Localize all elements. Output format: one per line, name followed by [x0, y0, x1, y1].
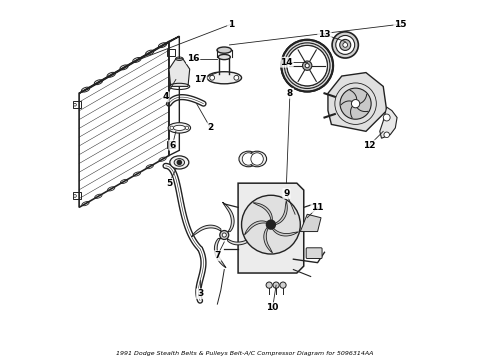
- Polygon shape: [222, 202, 234, 232]
- Circle shape: [251, 153, 263, 165]
- Text: 12: 12: [363, 141, 376, 150]
- Circle shape: [343, 42, 347, 47]
- Polygon shape: [215, 238, 226, 268]
- Circle shape: [302, 61, 312, 70]
- Circle shape: [74, 194, 76, 197]
- Text: 14: 14: [280, 58, 293, 67]
- Text: 7: 7: [214, 251, 220, 260]
- Text: 11: 11: [311, 203, 324, 212]
- Circle shape: [222, 233, 226, 237]
- Ellipse shape: [168, 123, 191, 133]
- Polygon shape: [272, 228, 298, 236]
- Ellipse shape: [218, 54, 230, 60]
- Circle shape: [305, 64, 309, 68]
- Circle shape: [336, 36, 355, 54]
- Circle shape: [170, 126, 173, 130]
- Text: 16: 16: [187, 54, 199, 63]
- Polygon shape: [169, 59, 190, 86]
- Polygon shape: [275, 201, 287, 225]
- Circle shape: [383, 114, 390, 121]
- Text: 10: 10: [267, 303, 279, 312]
- Text: 13: 13: [318, 30, 331, 39]
- Ellipse shape: [217, 47, 231, 53]
- Polygon shape: [192, 225, 221, 237]
- FancyBboxPatch shape: [306, 248, 322, 258]
- Polygon shape: [238, 183, 304, 273]
- Circle shape: [176, 160, 182, 165]
- Ellipse shape: [174, 159, 185, 166]
- Text: 15: 15: [394, 20, 407, 29]
- Ellipse shape: [239, 151, 258, 167]
- Circle shape: [242, 195, 300, 254]
- Ellipse shape: [170, 156, 189, 169]
- Text: 8: 8: [287, 89, 293, 98]
- Text: 17: 17: [194, 75, 206, 84]
- Text: 1: 1: [228, 20, 234, 29]
- Circle shape: [74, 103, 76, 106]
- Circle shape: [266, 220, 276, 230]
- Text: 4: 4: [162, 92, 169, 101]
- Circle shape: [351, 99, 360, 108]
- Text: 3: 3: [197, 289, 203, 298]
- Text: 5: 5: [166, 179, 172, 188]
- Circle shape: [234, 75, 239, 80]
- Text: 2: 2: [207, 123, 214, 132]
- Circle shape: [340, 39, 351, 50]
- Circle shape: [185, 126, 189, 130]
- Ellipse shape: [173, 125, 185, 130]
- Circle shape: [287, 45, 327, 86]
- Polygon shape: [328, 73, 387, 131]
- Circle shape: [273, 282, 279, 288]
- Polygon shape: [380, 107, 397, 138]
- Circle shape: [384, 132, 390, 138]
- Polygon shape: [253, 203, 272, 221]
- Circle shape: [280, 282, 286, 288]
- Polygon shape: [300, 214, 321, 231]
- Text: 6: 6: [170, 141, 175, 150]
- Circle shape: [220, 230, 229, 239]
- Circle shape: [266, 282, 272, 288]
- Circle shape: [281, 40, 333, 91]
- Circle shape: [332, 32, 358, 58]
- Circle shape: [242, 153, 255, 165]
- Ellipse shape: [207, 72, 242, 84]
- Circle shape: [340, 88, 371, 119]
- Polygon shape: [227, 233, 257, 245]
- Circle shape: [210, 75, 215, 80]
- Polygon shape: [264, 227, 272, 253]
- Ellipse shape: [247, 151, 267, 167]
- Polygon shape: [245, 221, 268, 235]
- Text: 1991 Dodge Stealth Belts & Pulleys Belt-A/C Compressor Diagram for 5096314AA: 1991 Dodge Stealth Belts & Pulleys Belt-…: [116, 351, 374, 356]
- Text: 9: 9: [283, 189, 290, 198]
